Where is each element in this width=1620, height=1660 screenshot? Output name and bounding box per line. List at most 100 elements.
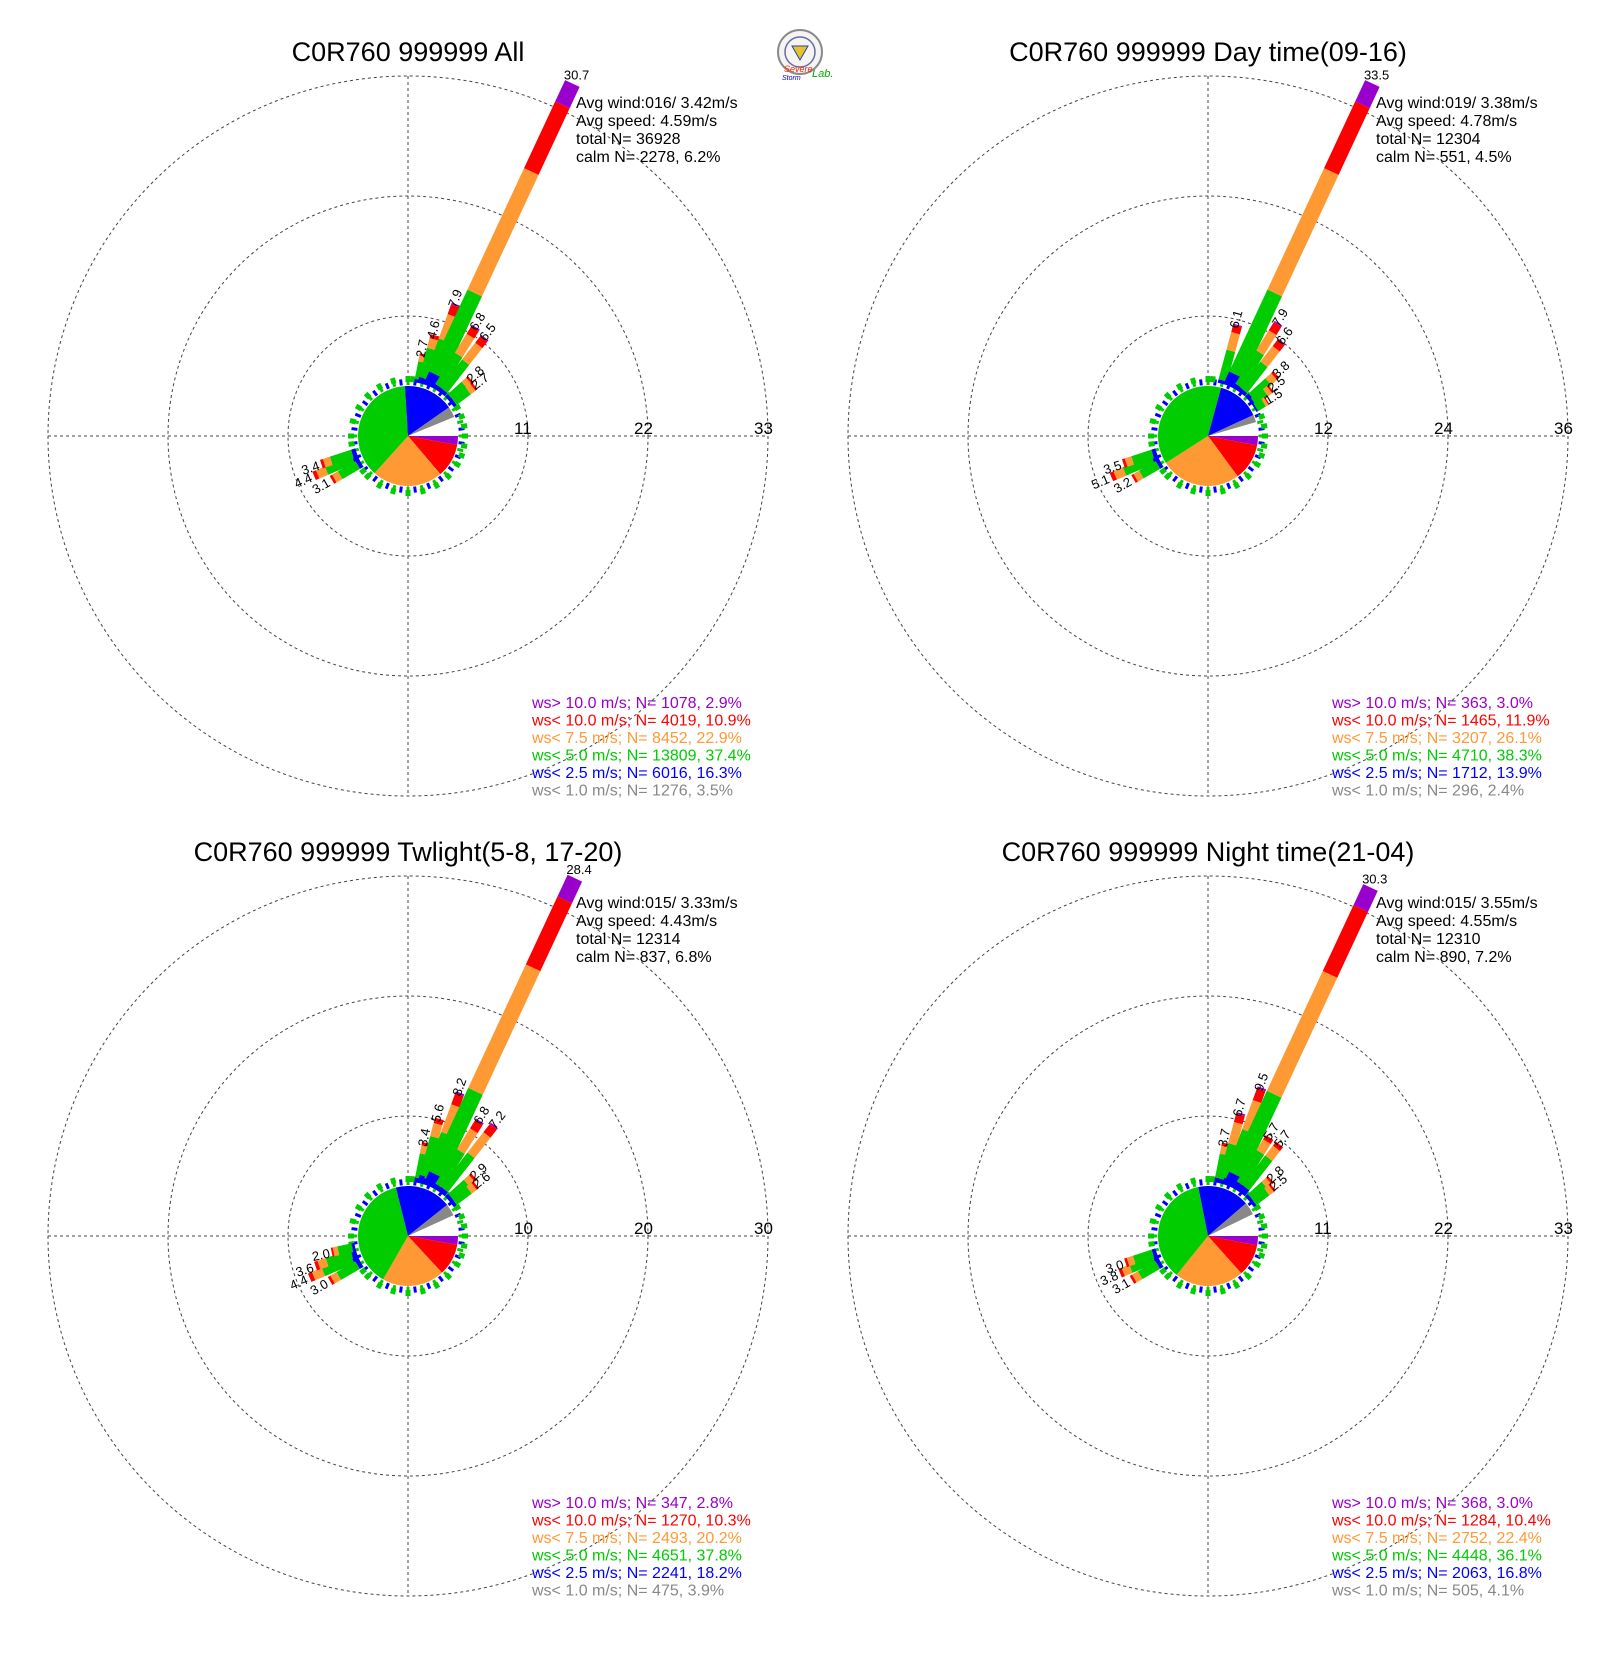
sector-bar-segment [307, 1271, 316, 1282]
sector-bar-segment [1150, 452, 1161, 464]
sector-bar-label: 9.5 [1251, 1071, 1271, 1093]
sector-base-tick [437, 475, 444, 483]
sector-base-tick [456, 1247, 464, 1253]
sector-bar-segment [1131, 473, 1138, 483]
legend-entry: ws< 7.5 m/s; N= 2752, 22.4% [1331, 1530, 1542, 1547]
stats-line: Avg wind:015/ 3.33m/s [576, 895, 738, 912]
legend-entry: ws< 10.0 m/s; N= 4019, 10.9% [531, 713, 751, 730]
sector-bar-segment [351, 1242, 357, 1253]
sector-bar-label: 5.6 [428, 1102, 447, 1123]
short-sector-bar [375, 481, 384, 490]
sector-bar-segment [1121, 458, 1128, 468]
sector-bar-segment [1121, 1264, 1133, 1277]
sector-bar-segment [1261, 397, 1269, 407]
pie-slice-ws-lt-2-5 [395, 1185, 448, 1236]
chart-title: C0R760 999999 All [292, 37, 525, 67]
sector-bar-segment [1266, 970, 1338, 1098]
sector-bar-segment [1218, 1143, 1237, 1181]
short-sector-bar [363, 472, 372, 481]
sector-bar-segment [336, 1261, 360, 1280]
short-sector-bar [1260, 442, 1268, 449]
legend-entry: ws< 10.0 m/s; N= 1465, 11.9% [1331, 713, 1550, 730]
sector-bar-segment [1223, 371, 1244, 391]
sector-base-tick [1154, 1212, 1162, 1218]
sector-bar-segment [435, 352, 463, 389]
lab-logo: Severe Storm Lab. [777, 29, 833, 82]
sector-bar-segment [1240, 361, 1268, 394]
legend-entry: ws> 10.0 m/s; N= 363, 3.0% [1331, 695, 1533, 712]
sector-base-tick [1172, 1275, 1179, 1283]
sector-base-tick [1184, 382, 1190, 390]
short-sector-bar [460, 442, 468, 449]
sector-base-tick [1247, 1265, 1255, 1272]
short-sector-bar [453, 403, 462, 412]
sector-base-tick [1161, 400, 1169, 407]
pie-slice-calm [1208, 1214, 1258, 1236]
short-sector-bar [1244, 1272, 1253, 1281]
sector-bar-segment [466, 1182, 477, 1194]
sector-bar-segment [351, 448, 359, 459]
sector-bar-segment [1262, 386, 1273, 397]
legend-entry: ws< 2.5 m/s; N= 2063, 16.8% [1331, 1565, 1542, 1582]
sector-bar-segment [1118, 1267, 1125, 1278]
sector-bar-segment [451, 1093, 464, 1108]
ring-tick-label: 12 [1314, 419, 1333, 438]
sector-base-tick [1256, 1247, 1264, 1253]
sector-bar-segment [1228, 1121, 1243, 1146]
sector-bar-segment [451, 1186, 472, 1205]
short-sector-bar [1253, 460, 1262, 469]
pie-slice-calm [1208, 422, 1258, 436]
stats-line: calm N= 890, 7.2% [1376, 949, 1512, 966]
chart-title: C0R760 999999 Twlight(5-8, 17-20) [194, 837, 623, 867]
sector-bar-segment [1232, 383, 1243, 393]
ring-tick-label: 24 [1434, 419, 1453, 438]
short-sector-bar [444, 472, 453, 481]
sector-bar-segment [1272, 1141, 1284, 1152]
sector-bar-segment [1268, 1183, 1276, 1192]
sector-bar-segment [1237, 1184, 1250, 1197]
sector-bar-label: 33.5 [1364, 67, 1389, 82]
pie-slice-ws-gt-10 [1208, 1236, 1258, 1246]
sector-bar-segment [468, 1173, 478, 1182]
sector-base-tick [361, 400, 369, 407]
short-sector-bar [1232, 481, 1241, 490]
short-sector-bar [1260, 423, 1268, 430]
sector-base-tick [361, 1200, 369, 1207]
sector-bar-segment [1151, 448, 1159, 459]
sector-bar-label: 3.8 [1098, 1268, 1121, 1289]
short-sector-bar [457, 1213, 466, 1220]
sector-bar-segment [467, 168, 539, 297]
sector-bar-segment [1133, 470, 1144, 482]
ring-tick-label: 33 [1554, 1219, 1573, 1238]
sector-bar-segment [1266, 384, 1274, 394]
sector-bar-segment [1124, 456, 1135, 467]
sector-bar-segment [1132, 1271, 1143, 1283]
stats-line: total N= 12310 [1376, 931, 1481, 948]
sector-bar-label: 4.4 [292, 470, 315, 491]
short-sector-bar [359, 1267, 367, 1275]
logo-text-lab: Lab. [812, 68, 833, 80]
sector-bar-label: 2.0 [311, 1246, 332, 1264]
sector-bar-segment [1236, 1149, 1265, 1187]
sector-bar-segment [1265, 1145, 1281, 1161]
pie-slice-ws-lt-2-5 [1198, 1186, 1246, 1236]
pie-slice-ws-gt-10 [1208, 436, 1258, 446]
sector-base-tick [372, 1275, 379, 1283]
sector-base-tick [372, 1189, 379, 1197]
legend-entry: ws< 2.5 m/s; N= 1712, 13.9% [1331, 765, 1542, 782]
short-sector-bar [1190, 487, 1197, 495]
stats-line: Avg speed: 4.59m/s [576, 113, 717, 130]
sector-base-tick [399, 1286, 403, 1293]
ring-tick-label: 30 [754, 1219, 773, 1238]
sector-bar-segment [451, 302, 461, 308]
sector-base-tick [1213, 486, 1217, 493]
sector-base-tick [1199, 1179, 1203, 1186]
ring-tick-label: 36 [1554, 419, 1573, 438]
stats-line: Avg wind:015/ 3.55m/s [1376, 895, 1538, 912]
chart-title: C0R760 999999 Night time(21-04) [1002, 837, 1415, 867]
sector-bar-segment [448, 1197, 457, 1208]
sector-bar-segment [1245, 1194, 1254, 1204]
short-sector-bar [1163, 1191, 1172, 1200]
stats-line: total N= 12314 [576, 931, 681, 948]
